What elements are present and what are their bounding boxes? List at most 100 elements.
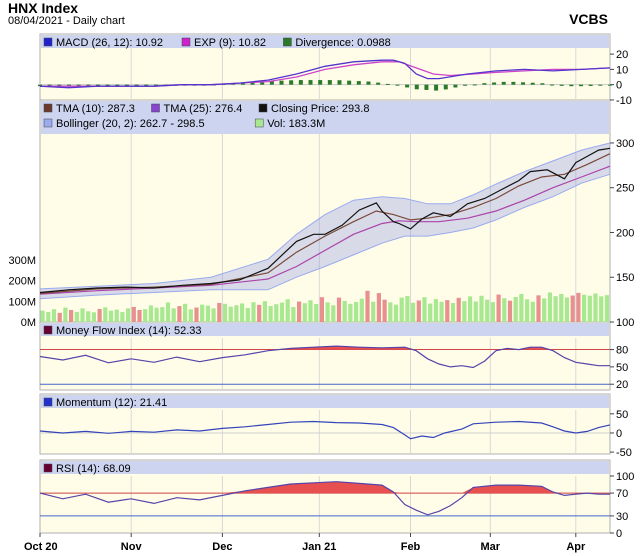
volume-tick-label: 0M [21, 317, 36, 329]
volume-bar [251, 302, 256, 322]
legend-swatch [43, 325, 53, 335]
volume-bar [479, 295, 484, 322]
x-tick-label: Feb [401, 541, 421, 553]
x-tick-label: Nov [121, 541, 143, 553]
divergence-bar [124, 84, 129, 87]
legend-swatch [43, 103, 53, 113]
volume-tick-label: 100M [8, 296, 36, 308]
volume-bar [274, 304, 279, 322]
volume-bar [485, 299, 490, 322]
volume-bar [245, 307, 250, 322]
volume-bar [399, 297, 404, 322]
divergence-bar [250, 81, 255, 85]
volume-bar [450, 302, 456, 322]
volume-bar [468, 296, 473, 322]
volume-bar [194, 307, 199, 322]
volume-tick-label: 200M [8, 276, 36, 288]
y-tick-label: -10 [616, 95, 632, 107]
divergence-bar [414, 84, 419, 90]
volume-bar [143, 309, 148, 322]
volume-bar [183, 303, 188, 322]
legend-swatch [43, 118, 53, 128]
volume-bar [365, 290, 370, 322]
volume-bar [177, 306, 182, 322]
legend-band-mfi [41, 323, 609, 336]
volume-bar [405, 295, 410, 322]
divergence-bar [134, 84, 139, 87]
divergence-bar [327, 80, 332, 85]
volume-bar [359, 298, 364, 322]
volume-bar [57, 312, 62, 322]
divergence-bar [559, 84, 564, 86]
legend-swatch [258, 103, 268, 113]
divergence-bar [66, 84, 71, 87]
volume-bar [103, 307, 108, 322]
volume-bar [222, 303, 228, 322]
volume-bar [496, 294, 501, 322]
volume-bar [462, 301, 467, 322]
y-tick-label: 250 [616, 183, 634, 195]
volume-bar [502, 298, 507, 322]
volume-bar [86, 311, 91, 322]
volume-bar [205, 305, 210, 322]
legend-label: Money Flow Index (14): 52.33 [56, 325, 202, 337]
y-tick-label: 0 [616, 528, 622, 540]
volume-bar [154, 307, 159, 322]
divergence-bar [240, 82, 245, 85]
volume-bar [268, 306, 273, 322]
volume-bar [587, 295, 592, 322]
legend-swatch [283, 37, 292, 47]
volume-bar [120, 312, 125, 322]
volume-bar [599, 296, 604, 322]
y-tick-label: 80 [616, 345, 628, 357]
divergence-bar [588, 84, 593, 86]
volume-bar [354, 301, 359, 322]
volume-bar [348, 303, 353, 322]
legend-swatch [43, 37, 53, 47]
divergence-bar [472, 84, 477, 86]
divergence-bar [308, 80, 313, 85]
volume-bar [131, 306, 136, 322]
volume-bar [234, 305, 239, 322]
volume-bar [473, 301, 478, 322]
volume-bar [188, 309, 193, 322]
volume-tick-label: 300M [8, 255, 36, 267]
x-tick-label: Dec [212, 541, 232, 553]
y-tick-label: 70 [616, 488, 628, 500]
volume-bar [331, 305, 336, 322]
volume-bar [411, 302, 416, 322]
volume-bar [416, 300, 421, 322]
volume-bar [325, 302, 330, 322]
volume-bar [507, 300, 513, 322]
divergence-bar [318, 80, 323, 85]
volume-bar [456, 297, 461, 322]
volume-bar [291, 307, 296, 322]
tma25-line [39, 165, 611, 295]
volume-bar [137, 310, 142, 322]
divergence-bar [144, 84, 149, 87]
volume-bar [542, 298, 547, 322]
volume-bar [422, 297, 427, 322]
legend-swatch [151, 103, 160, 113]
y-tick-label: 20 [616, 379, 628, 391]
volume-bar [559, 293, 564, 322]
legend-band-rsi [41, 461, 609, 474]
chart-title: HNX Index [8, 0, 79, 16]
divergence-bar [482, 83, 487, 85]
divergence-bar [492, 82, 497, 85]
volume-bar [530, 301, 535, 322]
y-tick-label: 50 [616, 362, 628, 374]
volume-bar [297, 301, 302, 322]
mfi-overbought-fill [40, 346, 610, 350]
volume-bar [91, 312, 96, 322]
legend-label: TMA (10): 287.3 [56, 103, 135, 115]
volume-bar [319, 297, 324, 322]
volume-bar [593, 293, 598, 322]
volume-bar [576, 292, 581, 322]
volume-bar [314, 304, 319, 322]
divergence-bar [550, 84, 555, 86]
divergence-bar [424, 84, 429, 90]
legend-band-momentum [41, 395, 609, 408]
